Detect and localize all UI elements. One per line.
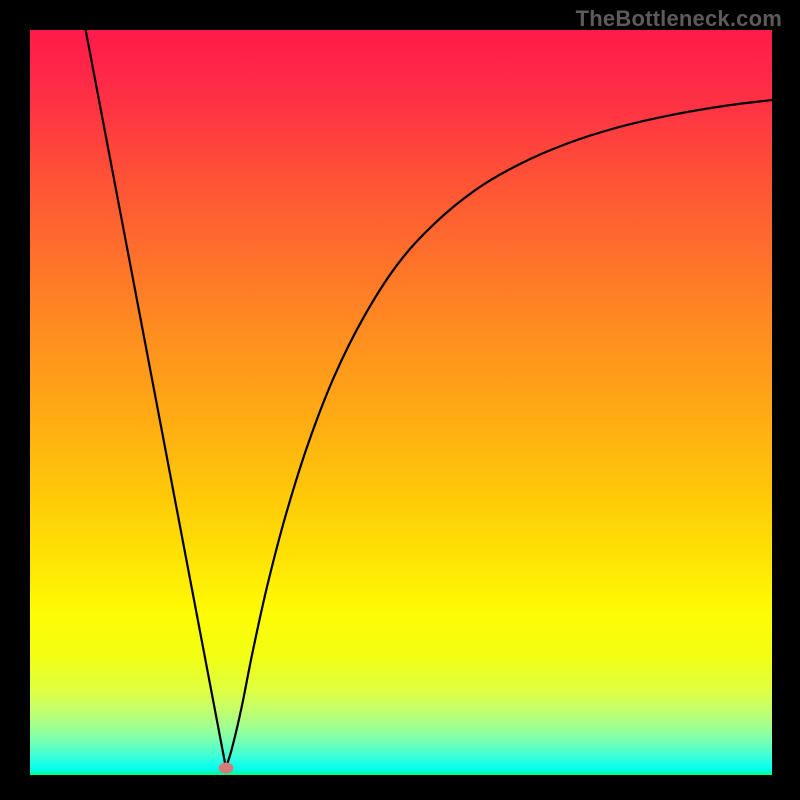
bottleneck-minimum-marker [218,762,233,773]
chart-plot-area [30,30,772,775]
watermark-text: TheBottleneck.com [576,6,782,32]
chart-gradient-background [30,30,772,775]
